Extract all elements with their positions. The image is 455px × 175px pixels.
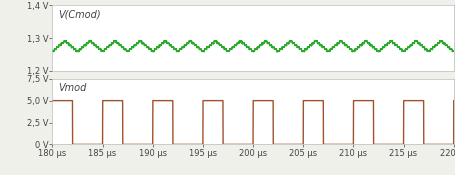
Text: V(Cmod): V(Cmod) xyxy=(58,10,101,20)
Text: Vmod: Vmod xyxy=(58,83,86,93)
